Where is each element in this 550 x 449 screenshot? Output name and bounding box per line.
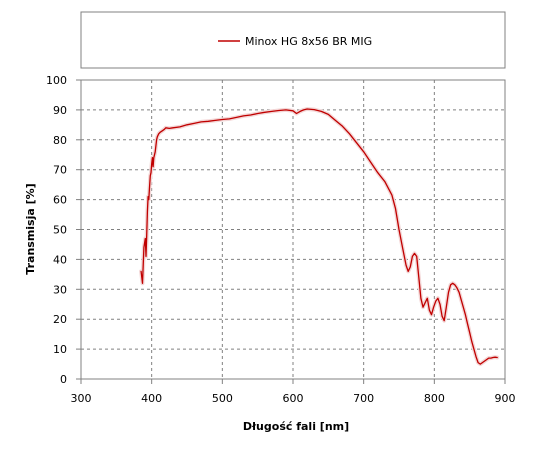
y-tick-label: 60 xyxy=(53,194,67,207)
y-tick-label: 90 xyxy=(53,104,67,117)
series-line xyxy=(140,108,498,365)
y-tick-label: 40 xyxy=(53,253,67,266)
y-tick-label: 50 xyxy=(53,224,67,237)
y-tick-label: 20 xyxy=(53,313,67,326)
y-tick-label: 100 xyxy=(46,74,67,87)
y-axis-title: Transmisja [%] xyxy=(24,183,37,274)
x-tick-label: 500 xyxy=(212,392,233,405)
x-axis-title: Długość fali [nm] xyxy=(243,420,349,433)
y-tick-labels: 0 10 20 30 40 50 60 70 80 90 100 xyxy=(46,74,81,386)
y-tick-label: 70 xyxy=(53,164,67,177)
x-tick-label: 700 xyxy=(353,392,374,405)
legend: Minox HG 8x56 BR MIG xyxy=(80,11,506,69)
x-tick-label: 600 xyxy=(283,392,304,405)
legend-box xyxy=(80,11,506,69)
x-tick-label: 300 xyxy=(71,392,92,405)
y-tick-label: 0 xyxy=(60,373,67,386)
x-tick-label: 800 xyxy=(424,392,445,405)
y-tick-label: 10 xyxy=(53,343,67,356)
x-tick-label: 400 xyxy=(141,392,162,405)
x-tick-label: 900 xyxy=(495,392,516,405)
series-layer xyxy=(139,107,500,367)
plot-area-border xyxy=(80,79,506,380)
legend-entry: Minox HG 8x56 BR MIG xyxy=(245,35,372,48)
y-tick-label: 80 xyxy=(53,134,67,147)
x-tick-labels: 300 400 500 600 700 800 900 xyxy=(71,379,516,405)
y-tick-label: 30 xyxy=(53,283,67,296)
